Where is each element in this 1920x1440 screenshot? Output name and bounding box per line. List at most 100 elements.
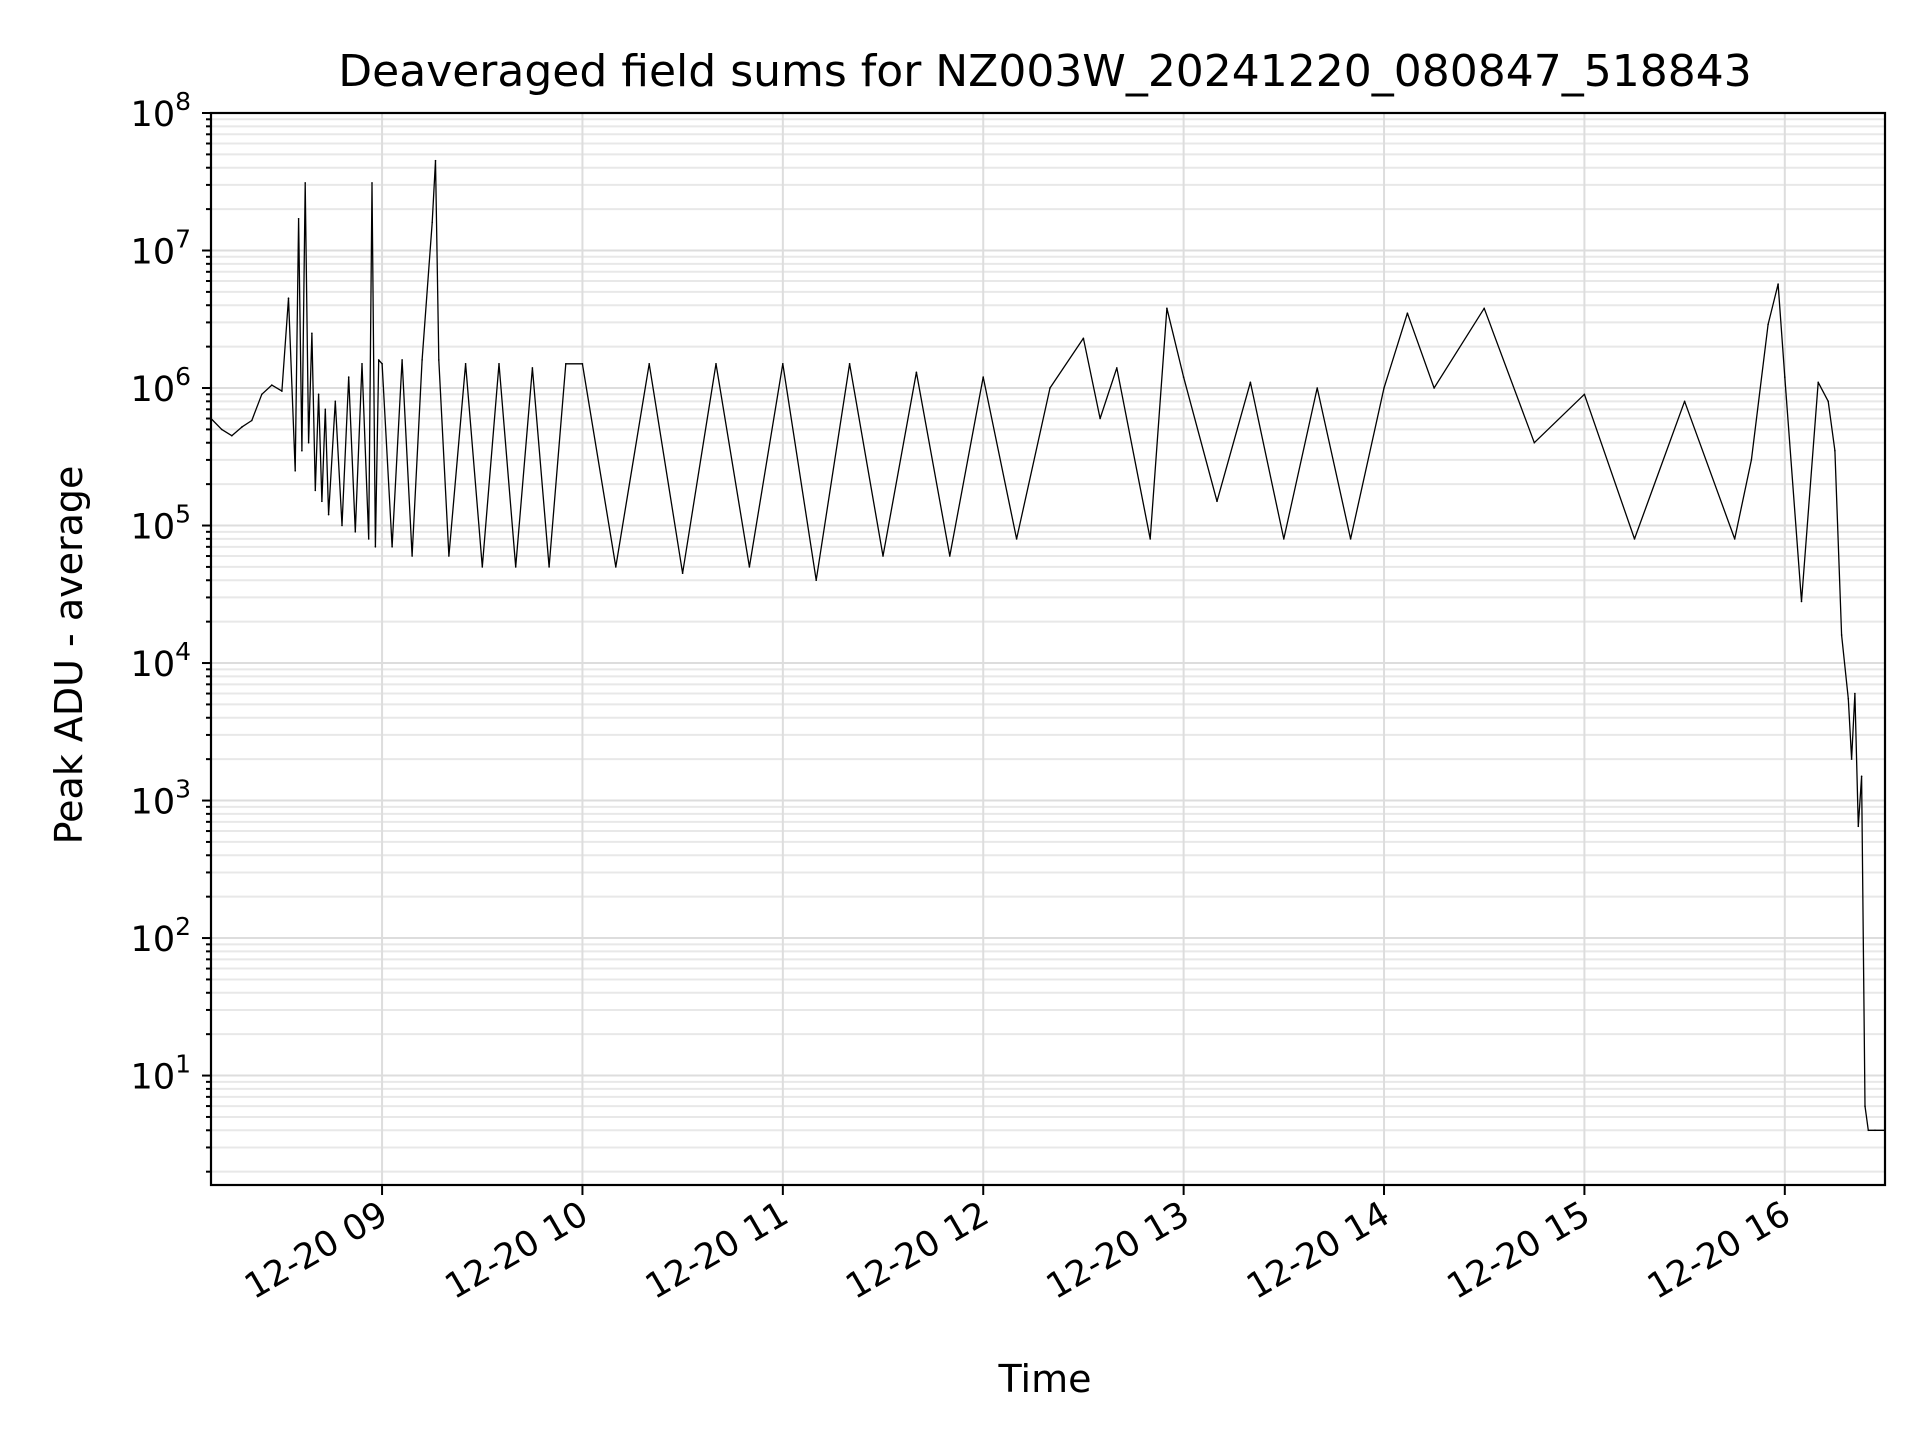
y-tick-label-exponent: 6 — [175, 362, 191, 391]
data-point — [381, 363, 383, 365]
y-tick-label-base: 10 — [131, 95, 176, 135]
data-point — [1349, 538, 1352, 540]
y-axis-label: Peak ADU - average — [47, 466, 91, 845]
data-point — [782, 363, 784, 365]
data-point — [882, 555, 884, 557]
data-point — [1850, 758, 1853, 760]
data-point — [1082, 337, 1085, 340]
data-point — [311, 332, 313, 335]
data-point — [1854, 692, 1856, 695]
data-point — [1767, 323, 1769, 326]
data-point — [434, 159, 437, 162]
y-tick-label: 104 — [131, 637, 191, 685]
data-point — [438, 359, 440, 361]
data-point — [1283, 538, 1285, 540]
data-point — [1099, 417, 1101, 420]
y-tick-label-base: 10 — [131, 508, 176, 548]
data-point — [548, 566, 550, 568]
y-tick-label-exponent: 7 — [175, 225, 191, 254]
data-point — [1116, 367, 1118, 369]
data-point — [1777, 283, 1779, 285]
data-point — [1166, 307, 1168, 310]
tick-marks — [202, 112, 1786, 1195]
data-point — [1683, 400, 1686, 403]
data-point — [1874, 1129, 1876, 1132]
data-point — [1800, 600, 1803, 603]
data-point — [377, 359, 380, 361]
y-tick-label-base: 10 — [131, 1058, 176, 1098]
data-point — [498, 363, 500, 365]
y-tick-label-exponent: 5 — [175, 500, 191, 529]
data-point — [1847, 697, 1850, 700]
y-tick-label: 101 — [131, 1050, 191, 1098]
y-tick-label-base: 10 — [131, 233, 176, 273]
data-point — [1049, 387, 1051, 389]
data-point — [431, 221, 434, 224]
data-point — [915, 371, 918, 374]
y-tick-label: 108 — [131, 87, 191, 135]
data-point — [1860, 775, 1863, 778]
y-tick-label-exponent: 2 — [175, 912, 191, 941]
data-point — [1733, 538, 1736, 540]
data-point — [648, 363, 650, 365]
data-point — [1633, 538, 1636, 540]
data-point — [321, 500, 323, 503]
data-point — [531, 367, 534, 369]
data-point — [421, 359, 423, 361]
data-point — [251, 419, 253, 422]
data-point — [347, 376, 350, 378]
minor-gridlines — [211, 118, 1885, 1173]
data-point — [815, 579, 817, 581]
data-point — [261, 393, 263, 396]
data-point — [1834, 449, 1836, 452]
data-point — [304, 182, 307, 184]
data-point — [324, 408, 327, 411]
data-point — [281, 390, 283, 392]
data-point — [271, 384, 273, 386]
data-point — [231, 434, 233, 437]
y-tick-label-exponent: 4 — [175, 637, 191, 666]
data-point — [1182, 376, 1185, 378]
data-point — [748, 566, 751, 568]
data-point — [297, 218, 300, 220]
data-point — [615, 566, 617, 568]
data-point — [314, 489, 317, 492]
data-point — [241, 426, 243, 428]
data-point — [1840, 634, 1843, 636]
data-point — [327, 513, 330, 516]
data-point — [715, 363, 717, 365]
data-point — [341, 524, 343, 527]
data-point — [514, 566, 517, 568]
data-point — [1316, 387, 1318, 389]
series-line — [210, 160, 1885, 1131]
y-tick-label: 102 — [131, 912, 191, 960]
data-point — [334, 400, 337, 403]
data-point — [391, 546, 393, 548]
y-tick-label: 107 — [131, 225, 191, 273]
y-tick-label-base: 10 — [131, 783, 176, 823]
data-point — [1216, 500, 1218, 503]
data-point — [374, 546, 377, 548]
y-tick-label-base: 10 — [131, 645, 176, 685]
data-point — [681, 572, 684, 574]
data-point — [848, 363, 851, 365]
y-tick-label-exponent: 8 — [175, 87, 191, 116]
data-point — [1817, 381, 1819, 384]
axes-frame — [209, 111, 1887, 1187]
y-tick-label-base: 10 — [131, 370, 176, 410]
data-point — [448, 555, 450, 557]
data-point — [1784, 376, 1786, 378]
data-point — [464, 363, 467, 365]
data-point — [1149, 538, 1151, 540]
data-point — [411, 555, 413, 557]
data-point — [1867, 1129, 1870, 1132]
y-tick-label-exponent: 1 — [175, 1050, 191, 1079]
data-point — [481, 566, 484, 568]
data-point — [1406, 312, 1409, 315]
data-point — [1583, 393, 1586, 396]
data-point — [1750, 459, 1753, 461]
data-point — [220, 428, 223, 431]
data-point — [949, 555, 951, 557]
